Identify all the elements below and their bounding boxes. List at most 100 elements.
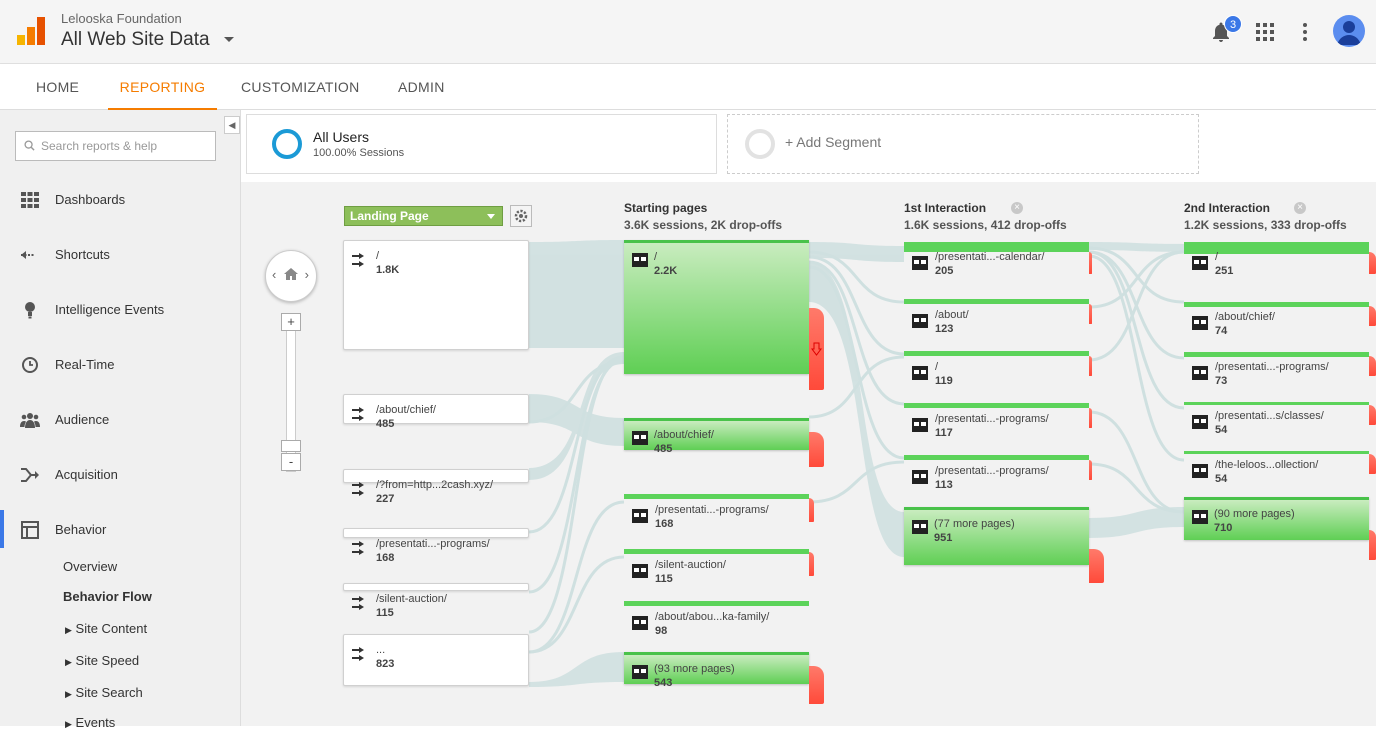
sidebar-item-shortcuts[interactable]: Shortcuts bbox=[0, 240, 240, 270]
tab-home[interactable]: HOME bbox=[36, 79, 80, 95]
dropoff-bar[interactable] bbox=[1089, 408, 1092, 428]
node-label[interactable]: /presentati...-programs/ bbox=[935, 413, 1049, 425]
pan-right-icon[interactable]: › bbox=[304, 267, 309, 282]
dropoff-bar[interactable] bbox=[809, 498, 814, 522]
add-segment-button[interactable]: + Add Segment bbox=[727, 114, 1199, 174]
sidebar-subitem-label: Site Speed bbox=[75, 653, 140, 668]
node-count: 251 bbox=[1215, 265, 1234, 277]
page-node-bar[interactable] bbox=[904, 455, 1089, 460]
dropoff-bar[interactable] bbox=[1369, 454, 1376, 474]
zoom-in-button[interactable]: + bbox=[281, 313, 301, 331]
sidebar-subitem-label: Site Content bbox=[75, 621, 148, 636]
sidebar-subitem-site-speed[interactable]: ▶ Site Speed bbox=[65, 653, 139, 668]
pan-left-icon[interactable]: ‹ bbox=[272, 267, 277, 282]
page-node[interactable]: (90 more pages) 710 bbox=[1184, 497, 1369, 540]
page-node-bar[interactable] bbox=[624, 601, 809, 606]
dropoff-bar[interactable] bbox=[1369, 405, 1376, 425]
dropoff-bar[interactable] bbox=[1089, 549, 1104, 583]
page-node-bar[interactable] bbox=[904, 351, 1089, 356]
landing-node[interactable]: /silent-auction/ 115 bbox=[343, 583, 529, 619]
sidebar-item-audience[interactable]: Audience bbox=[0, 405, 240, 435]
pan-control[interactable]: ‹ › bbox=[265, 250, 317, 302]
sidebar-subitem-overview[interactable]: Overview bbox=[63, 559, 118, 574]
node-label[interactable]: /presentati...-programs/ bbox=[935, 465, 1049, 477]
sidebar-item-behavior[interactable]: Behavior bbox=[0, 515, 240, 545]
dropoff-bar[interactable] bbox=[1089, 460, 1092, 480]
dropoff-bar[interactable] bbox=[809, 552, 814, 576]
search-input[interactable]: Search reports & help bbox=[15, 131, 216, 161]
zoom-out-button[interactable]: - bbox=[281, 453, 301, 471]
remove-column-icon[interactable]: × bbox=[1294, 202, 1306, 214]
page-node-bar[interactable] bbox=[1184, 451, 1369, 454]
node-label[interactable]: /presentati...-programs/ bbox=[655, 504, 769, 516]
sidebar-subitem-behavior-flow[interactable]: Behavior Flow bbox=[63, 589, 152, 604]
avatar[interactable] bbox=[1333, 15, 1365, 47]
page-node-bar[interactable] bbox=[904, 299, 1089, 304]
page-node[interactable]: / 2.2K bbox=[624, 240, 809, 374]
apps-grid-icon[interactable] bbox=[1253, 20, 1277, 44]
node-count: 1.8K bbox=[376, 264, 400, 276]
node-label[interactable]: /presentati...-calendar/ bbox=[935, 251, 1045, 263]
notification-badge[interactable]: 3 bbox=[1224, 15, 1242, 33]
dropoff-bar[interactable] bbox=[1369, 252, 1376, 274]
dropoff-bar[interactable] bbox=[809, 308, 824, 390]
page-node-bar[interactable] bbox=[1184, 402, 1369, 405]
page-node-bar[interactable] bbox=[624, 494, 809, 499]
remove-column-icon[interactable]: × bbox=[1011, 202, 1023, 214]
sidebar-item-acquisition[interactable]: Acquisition bbox=[0, 460, 240, 490]
node-label[interactable]: / bbox=[935, 361, 939, 373]
more-vert-icon[interactable] bbox=[1293, 20, 1317, 44]
collapse-sidebar-button[interactable]: ◀ bbox=[224, 116, 240, 134]
page-node-bar[interactable] bbox=[624, 549, 809, 554]
node-label[interactable]: /presentati...-programs/ bbox=[1215, 361, 1329, 373]
tab-reporting[interactable]: REPORTING bbox=[108, 64, 217, 110]
sidebar-item-real-time[interactable]: Real-Time bbox=[0, 350, 240, 380]
page-node-bar[interactable] bbox=[1184, 302, 1369, 307]
node-label[interactable]: /presentati...s/classes/ bbox=[1215, 410, 1324, 422]
tab-customization[interactable]: CUSTOMIZATION bbox=[241, 79, 360, 95]
node-label[interactable]: / bbox=[1215, 251, 1219, 263]
landing-page-dimension-select[interactable]: Landing Page bbox=[344, 206, 503, 226]
chevron-down-icon[interactable] bbox=[224, 37, 234, 42]
dropoff-bar[interactable] bbox=[1369, 356, 1376, 376]
segment-all-users[interactable]: All Users 100.00% Sessions bbox=[246, 114, 717, 174]
node-label[interactable]: /about/abou...ka-family/ bbox=[655, 611, 770, 623]
dropoff-bar[interactable] bbox=[1089, 304, 1092, 324]
zoom-slider-handle[interactable] bbox=[281, 440, 301, 452]
column-summary-second: 1.2K sessions, 333 drop-offs bbox=[1184, 218, 1347, 232]
home-icon[interactable] bbox=[283, 267, 299, 281]
sidebar-item-dashboards[interactable]: Dashboards bbox=[0, 185, 240, 215]
column-title-second: 2nd Interaction bbox=[1184, 201, 1271, 215]
dropoff-bar[interactable] bbox=[1089, 252, 1092, 274]
page-node[interactable]: (77 more pages) 951 bbox=[904, 507, 1089, 565]
landing-node[interactable]: / 1.8K bbox=[343, 240, 529, 350]
landing-node[interactable]: /?from=http...2cash.xyz/ 227 bbox=[343, 469, 529, 505]
node-label: (77 more pages) bbox=[934, 518, 1015, 530]
sidebar-item-intelligence-events[interactable]: Intelligence Events bbox=[0, 295, 240, 325]
node-label[interactable]: /about/ bbox=[935, 309, 969, 321]
property-view-selector[interactable]: All Web Site Data bbox=[61, 29, 210, 50]
dropoff-bar[interactable] bbox=[809, 666, 824, 704]
page-node[interactable]: /about/chief/ 485 bbox=[624, 418, 809, 455]
sidebar-subitem-site-content[interactable]: ▶ Site Content bbox=[65, 621, 147, 636]
dropoff-bar[interactable] bbox=[1369, 530, 1376, 560]
dropoff-bar[interactable] bbox=[1089, 356, 1092, 376]
page-node-bar[interactable] bbox=[904, 242, 1089, 252]
dropoff-bar[interactable] bbox=[809, 432, 824, 467]
landing-node[interactable]: /presentati...-programs/ 168 bbox=[343, 528, 529, 564]
page-node-bar[interactable] bbox=[1184, 352, 1369, 357]
behavior-layout-icon bbox=[21, 521, 39, 539]
node-label[interactable]: /about/chief/ bbox=[1215, 311, 1275, 323]
settings-button[interactable] bbox=[510, 205, 532, 227]
node-label[interactable]: /silent-auction/ bbox=[655, 559, 726, 571]
tab-admin[interactable]: ADMIN bbox=[398, 79, 445, 95]
page-node[interactable]: (93 more pages) 543 bbox=[624, 652, 809, 689]
sidebar-subitem-site-search[interactable]: ▶ Site Search bbox=[65, 685, 143, 700]
landing-node[interactable]: /about/chief/ 485 bbox=[343, 394, 529, 430]
page-node-bar[interactable] bbox=[904, 403, 1089, 408]
node-label[interactable]: /the-leloos...ollection/ bbox=[1215, 459, 1319, 471]
page-node-bar[interactable] bbox=[1184, 242, 1369, 254]
dropoff-bar[interactable] bbox=[1369, 306, 1376, 326]
sidebar-subitem-events[interactable]: ▶ Events bbox=[65, 715, 115, 730]
landing-node[interactable]: ... 823 bbox=[343, 634, 529, 686]
